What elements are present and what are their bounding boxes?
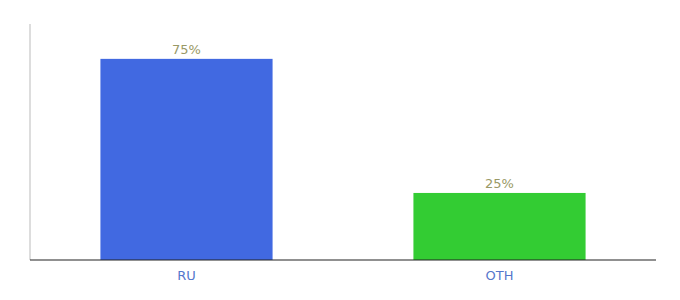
chart-container: 75% 25% RU OTH <box>0 0 680 300</box>
data-label: 25% <box>485 176 514 191</box>
chart: 75% 25% RU OTH <box>0 0 680 300</box>
x-axis-line <box>30 259 656 260</box>
bar <box>100 59 272 260</box>
x-tick-label: RU <box>177 268 196 283</box>
data-label: 75% <box>172 42 201 57</box>
bars <box>100 59 585 260</box>
bar <box>413 193 585 260</box>
x-tick-label: OTH <box>486 268 514 283</box>
y-axis-line <box>30 24 31 260</box>
